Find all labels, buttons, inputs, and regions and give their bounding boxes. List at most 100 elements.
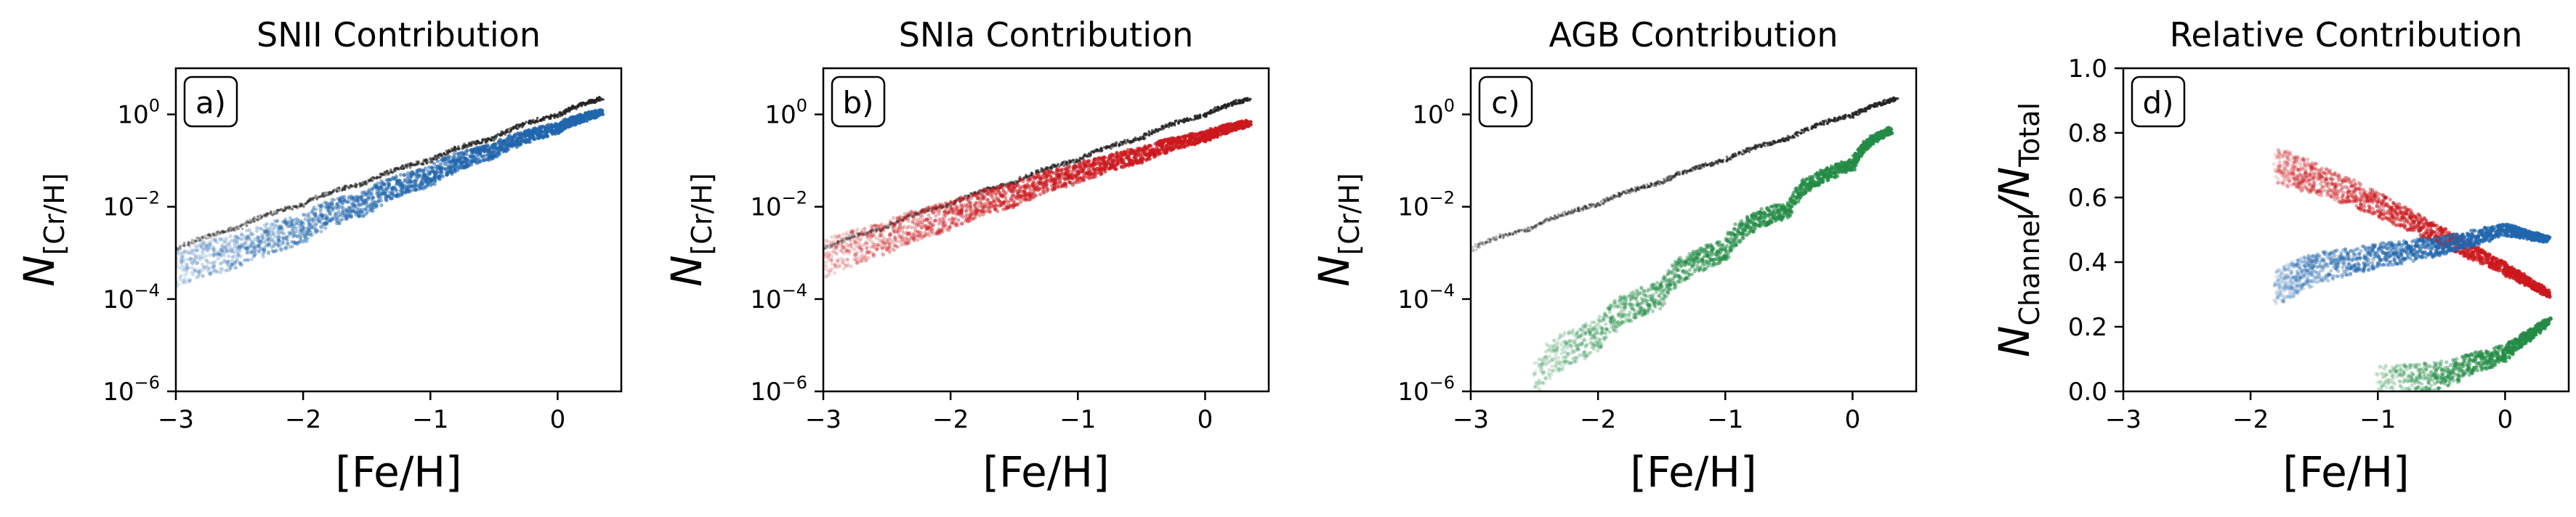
- data-point: [227, 228, 230, 231]
- data-point: [389, 191, 394, 196]
- data-point: [830, 245, 833, 248]
- data-point: [283, 219, 287, 224]
- data-point: [869, 230, 872, 234]
- data-point: [998, 203, 1002, 208]
- data-point: [921, 235, 926, 239]
- data-point: [982, 210, 987, 214]
- data-point: [912, 215, 916, 219]
- data-point: [911, 235, 916, 240]
- data-point: [922, 208, 925, 211]
- data-point: [892, 227, 896, 232]
- y-tick-label: 10−6: [102, 373, 160, 407]
- data-point: [997, 190, 1001, 194]
- data-point: [953, 202, 956, 205]
- data-point: [304, 229, 309, 234]
- data-point: [235, 257, 239, 261]
- data-point: [371, 206, 375, 211]
- data-point: [344, 187, 347, 191]
- data-point: [360, 194, 365, 198]
- data-point: [1063, 182, 1068, 187]
- data-point: [1006, 187, 1011, 191]
- data-point: [261, 236, 265, 240]
- data-point: [340, 217, 344, 221]
- data-point: [398, 173, 403, 177]
- data-point: [241, 237, 245, 241]
- data-point: [925, 205, 929, 210]
- data-point: [182, 245, 186, 248]
- data-point: [220, 267, 225, 272]
- data-point: [905, 232, 910, 237]
- data-point: [343, 184, 347, 188]
- data-point: [228, 226, 232, 229]
- data-point: [993, 207, 997, 211]
- data-point: [311, 226, 316, 230]
- data-point: [181, 244, 184, 247]
- data-point: [284, 235, 288, 239]
- data-point: [864, 233, 867, 236]
- data-point: [313, 230, 318, 235]
- data-point: [338, 198, 342, 202]
- data-point: [371, 203, 376, 208]
- data-point: [328, 205, 333, 209]
- data-point: [224, 269, 228, 273]
- data-point: [276, 225, 280, 229]
- data-point: [271, 213, 274, 217]
- data-point: [257, 245, 261, 249]
- data-point: [998, 187, 1001, 190]
- plot-area: [176, 96, 605, 289]
- data-point: [868, 237, 872, 242]
- data-point: [291, 205, 295, 208]
- data-point: [860, 230, 863, 234]
- data-point: [371, 196, 375, 200]
- data-point: [187, 280, 191, 284]
- data-point: [356, 213, 360, 218]
- data-point: [905, 232, 911, 237]
- data-point: [373, 183, 377, 187]
- data-point: [848, 229, 853, 234]
- data-point: [254, 229, 259, 233]
- data-point: [299, 222, 304, 227]
- data-point: [236, 247, 241, 251]
- data-point: [852, 247, 857, 252]
- data-point: [1010, 193, 1014, 198]
- data-point: [1021, 179, 1025, 184]
- data-point: [216, 269, 220, 274]
- data-point: [336, 216, 340, 220]
- data-point: [448, 160, 453, 165]
- data-point: [360, 183, 363, 186]
- data-point: [266, 228, 270, 232]
- data-point: [180, 264, 185, 268]
- data-point: [260, 215, 264, 219]
- data-point: [257, 242, 262, 246]
- data-point: [179, 244, 182, 248]
- data-point: [989, 187, 992, 190]
- data-point: [317, 214, 321, 219]
- data-point: [331, 190, 335, 193]
- data-point: [312, 196, 315, 200]
- data-point: [1107, 154, 1112, 158]
- data-point: [877, 228, 881, 231]
- data-point: [389, 196, 394, 200]
- data-point: [994, 203, 999, 208]
- data-point: [1020, 195, 1024, 199]
- data-point: [855, 244, 859, 249]
- data-point: [1054, 165, 1057, 168]
- data-point: [863, 258, 868, 263]
- data-point: [998, 203, 1002, 208]
- data-point: [932, 208, 935, 211]
- data-point: [362, 201, 366, 205]
- data-point: [262, 240, 267, 245]
- data-point: [200, 250, 204, 254]
- data-point: [923, 207, 928, 211]
- data-point: [878, 227, 883, 231]
- data-point: [330, 201, 334, 205]
- data-point: [941, 220, 945, 224]
- y-label-main: N: [15, 255, 64, 286]
- data-point: [988, 205, 993, 209]
- data-point: [253, 245, 257, 250]
- data-point: [872, 234, 876, 238]
- data-point: [336, 221, 341, 225]
- data-point: [282, 220, 286, 224]
- data-point: [247, 220, 250, 224]
- y-tick-exponent: −4: [134, 280, 160, 301]
